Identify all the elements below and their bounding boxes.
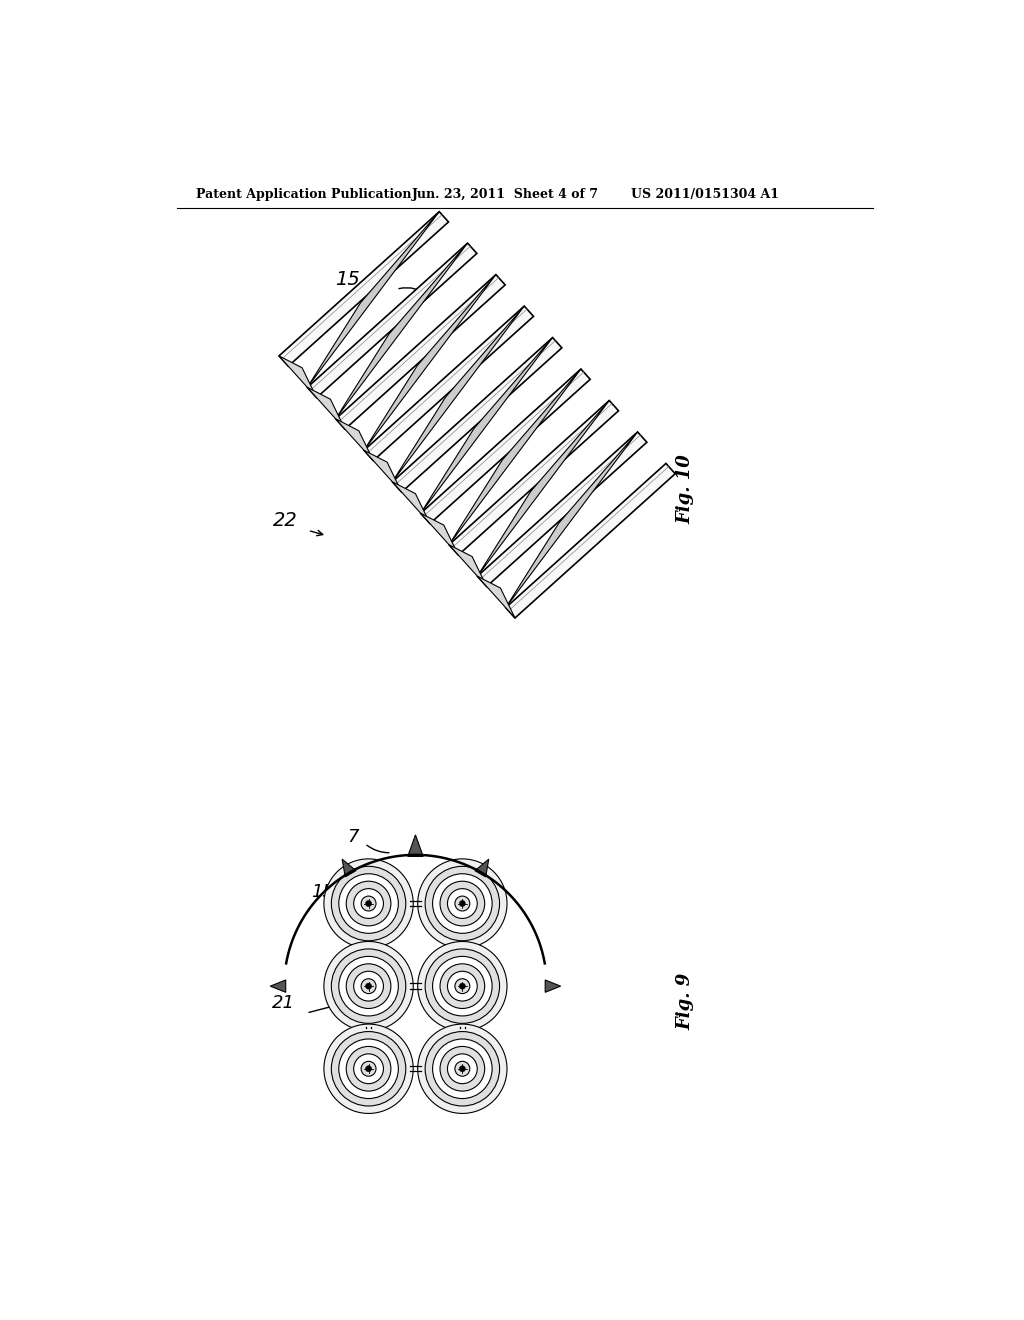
Circle shape <box>339 957 398 1016</box>
Circle shape <box>460 1065 466 1072</box>
Circle shape <box>346 882 391 925</box>
Text: Fig. 9: Fig. 9 <box>676 973 694 1030</box>
Polygon shape <box>392 482 430 524</box>
Text: US 2011/0151304 A1: US 2011/0151304 A1 <box>631 189 779 202</box>
Text: 15: 15 <box>311 883 334 902</box>
Circle shape <box>353 972 383 1001</box>
Polygon shape <box>336 243 468 418</box>
Text: 7: 7 <box>347 828 358 846</box>
Text: Patent Application Publication: Patent Application Publication <box>196 189 412 202</box>
Text: 15: 15 <box>335 271 359 289</box>
Polygon shape <box>270 979 286 993</box>
Circle shape <box>366 1065 372 1072</box>
Polygon shape <box>408 834 423 857</box>
Circle shape <box>339 1039 398 1098</box>
Circle shape <box>432 957 493 1016</box>
Polygon shape <box>364 450 401 492</box>
Circle shape <box>361 896 376 911</box>
Circle shape <box>339 874 398 933</box>
Polygon shape <box>392 338 562 492</box>
Polygon shape <box>364 275 496 450</box>
Circle shape <box>425 949 500 1023</box>
Polygon shape <box>475 859 488 876</box>
Circle shape <box>324 941 414 1031</box>
Circle shape <box>425 1031 500 1106</box>
Circle shape <box>440 964 484 1008</box>
Circle shape <box>353 1053 383 1084</box>
Polygon shape <box>506 432 638 607</box>
Circle shape <box>440 882 484 925</box>
Circle shape <box>432 1039 493 1098</box>
Circle shape <box>455 1061 470 1076</box>
Polygon shape <box>477 577 515 618</box>
Circle shape <box>324 1024 414 1114</box>
Polygon shape <box>336 418 374 461</box>
Circle shape <box>346 964 391 1008</box>
Text: Fig. 10: Fig. 10 <box>676 454 694 524</box>
Polygon shape <box>279 356 316 397</box>
Text: Jun. 23, 2011  Sheet 4 of 7: Jun. 23, 2011 Sheet 4 of 7 <box>412 189 599 202</box>
Circle shape <box>425 866 500 941</box>
Polygon shape <box>506 463 675 618</box>
Circle shape <box>366 983 372 989</box>
Circle shape <box>447 888 477 919</box>
Polygon shape <box>421 513 459 554</box>
Circle shape <box>366 900 372 907</box>
Polygon shape <box>450 370 581 545</box>
Polygon shape <box>450 400 618 554</box>
Polygon shape <box>307 387 345 429</box>
Circle shape <box>418 941 507 1031</box>
Polygon shape <box>307 211 439 387</box>
Text: 21: 21 <box>271 994 295 1011</box>
Polygon shape <box>421 338 553 513</box>
Polygon shape <box>477 400 609 577</box>
Circle shape <box>455 896 470 911</box>
Circle shape <box>353 888 383 919</box>
Circle shape <box>460 900 466 907</box>
Circle shape <box>418 859 507 948</box>
Polygon shape <box>336 275 505 429</box>
Polygon shape <box>421 370 590 524</box>
Circle shape <box>447 1053 477 1084</box>
Circle shape <box>447 972 477 1001</box>
Polygon shape <box>342 859 356 876</box>
Circle shape <box>332 1031 406 1106</box>
Circle shape <box>455 978 470 994</box>
Circle shape <box>440 1047 484 1092</box>
Circle shape <box>432 874 493 933</box>
Polygon shape <box>364 306 534 461</box>
Polygon shape <box>450 545 486 586</box>
Circle shape <box>361 978 376 994</box>
Text: 22: 22 <box>273 511 298 529</box>
Polygon shape <box>392 306 524 482</box>
Polygon shape <box>279 211 449 366</box>
Polygon shape <box>545 979 560 993</box>
Circle shape <box>332 866 406 941</box>
Circle shape <box>332 949 406 1023</box>
Polygon shape <box>477 432 647 586</box>
Circle shape <box>346 1047 391 1092</box>
Circle shape <box>324 859 414 948</box>
Circle shape <box>418 1024 507 1114</box>
Polygon shape <box>307 243 477 397</box>
Circle shape <box>361 1061 376 1076</box>
Circle shape <box>460 983 466 989</box>
